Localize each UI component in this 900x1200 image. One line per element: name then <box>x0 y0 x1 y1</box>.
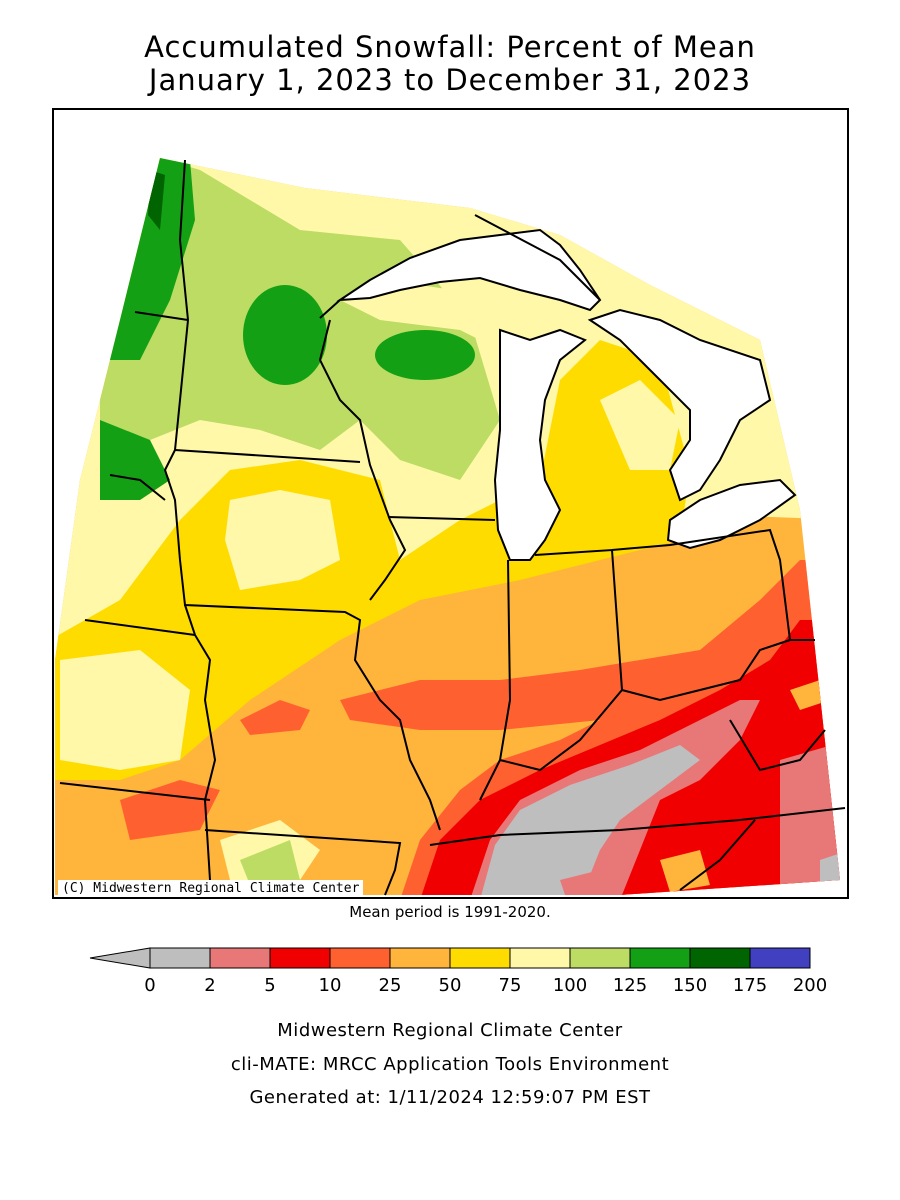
legend-tick-label: 0 <box>144 975 156 996</box>
legend-bin-2-5 <box>209 947 271 969</box>
legend-bin-75-100 <box>509 947 571 969</box>
legend-tick-label: 150 <box>672 975 708 996</box>
map-title-line1: Accumulated Snowfall: Percent of Mean <box>144 30 756 64</box>
legend-tick-label: 175 <box>732 975 768 996</box>
state-boundaries <box>59 159 846 896</box>
legend-tick-label: 5 <box>264 975 276 996</box>
legend-tick-label: 25 <box>378 975 402 996</box>
legend-colorbar <box>89 947 811 969</box>
legend-bin-50-75 <box>449 947 511 969</box>
map-title-line2: January 1, 2023 to December 31, 2023 <box>148 63 752 97</box>
legend-tick-label: 10 <box>318 975 342 996</box>
legend-bin-5-10 <box>269 947 331 969</box>
legend-bin-25-50 <box>389 947 451 969</box>
great-lakes <box>336 228 797 561</box>
map-copyright: (C) Midwestern Regional Climate Center <box>58 880 364 897</box>
legend-tick-label: 75 <box>498 975 522 996</box>
legend-tick-label: 2 <box>204 975 216 996</box>
legend-below-arrow <box>89 947 151 969</box>
footer-generated: Generated at: 1/11/2024 12:59:07 PM EST <box>249 1087 651 1108</box>
legend-bin-100-125 <box>569 947 631 969</box>
legend-tick-label: 200 <box>792 975 828 996</box>
mean-period-note: Mean period is 1991-2020. <box>349 903 551 921</box>
footer-tool: cli-MATE: MRCC Application Tools Environ… <box>230 1054 670 1075</box>
footer-org: Midwestern Regional Climate Center <box>277 1020 623 1041</box>
legend-bin-10-25 <box>329 947 391 969</box>
legend-tick-label: 50 <box>438 975 462 996</box>
legend-bin-125-150 <box>629 947 691 969</box>
legend-bin-0-2 <box>149 947 211 969</box>
legend-bin-150-175 <box>689 947 751 969</box>
legend-bin-175-200 <box>749 947 811 969</box>
legend-tick-label: 125 <box>612 975 648 996</box>
legend-tick-label: 100 <box>552 975 588 996</box>
